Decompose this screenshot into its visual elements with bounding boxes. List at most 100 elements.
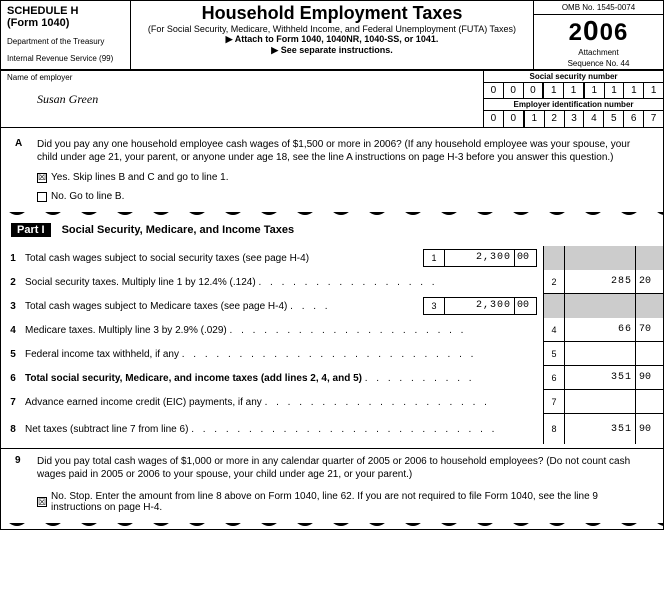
line-num: 8 [1, 424, 25, 435]
year-suffix: 06 [600, 19, 629, 46]
col-value: 66 [565, 318, 635, 342]
box-num: 1 [423, 249, 445, 267]
form-schedule-h: SCHEDULE H (Form 1040) Department of the… [0, 0, 664, 530]
question-9: 9 Did you pay total cash wages of $1,000… [1, 449, 663, 523]
line-num: 1 [1, 253, 25, 264]
ssn-boxes: 0 0 0 1 1 1 1 1 1 [484, 83, 663, 99]
line-2: 2 Social security taxes. Multiply line 1… [1, 270, 663, 294]
col-value: 351 [565, 366, 635, 390]
ein-digit: 7 [644, 111, 663, 127]
line-text: Total cash wages subject to Medicare tax… [25, 301, 423, 312]
inline-box: 3 2,300 00 [423, 297, 537, 315]
line-label: Federal income tax withheld, if any [25, 349, 179, 360]
box-num: 3 [423, 297, 445, 315]
checkbox-yes[interactable]: ☒ [37, 173, 47, 183]
ein-digit: 6 [624, 111, 644, 127]
header-center: Household Employment Taxes (For Social S… [131, 1, 533, 69]
line-num: 3 [1, 301, 25, 312]
col-cents: 90 [635, 414, 663, 444]
employer-name: Susan Green [7, 82, 477, 111]
right-col-blank [543, 246, 663, 270]
line-num: 5 [1, 349, 25, 360]
question-a-no-row: No. Go to line B. [37, 191, 649, 202]
line-text: Medicare taxes. Multiply line 3 by 2.9% … [25, 325, 543, 336]
line-1: 1 Total cash wages subject to social sec… [1, 246, 663, 270]
line-5: 5 Federal income tax withheld, if any . … [1, 342, 663, 366]
year-prefix: 2 [569, 19, 583, 46]
ein-label: Employer identification number [484, 99, 663, 111]
leader-dots: . . . . [290, 301, 330, 312]
part-title: Social Security, Medicare, and Income Ta… [62, 224, 295, 236]
ssn-digit: 1 [585, 83, 605, 98]
line-text: Total cash wages subject to social secur… [25, 253, 423, 264]
form-header: SCHEDULE H (Form 1040) Department of the… [1, 1, 663, 71]
col-num: 5 [543, 342, 565, 366]
ssn-digit: 0 [504, 83, 524, 98]
irs-label: Internal Revenue Service (99) [7, 54, 124, 63]
sequence-no: Sequence No. 44 [534, 58, 663, 69]
ssn-digit: 1 [544, 83, 564, 98]
year-big: 0 [583, 15, 600, 46]
no-9-text: No. Stop. Enter the amount from line 8 a… [51, 491, 649, 513]
ein-digit: 2 [545, 111, 565, 127]
right-col: 6 351 90 [543, 366, 663, 390]
leader-dots: . . . . . . . . . . . . . . . . . . . . [265, 397, 490, 408]
right-col-blank [543, 294, 663, 318]
header-left: SCHEDULE H (Form 1040) Department of the… [1, 1, 131, 69]
part-1-header: Part I Social Security, Medicare, and In… [1, 218, 663, 242]
col-num: 7 [543, 390, 565, 414]
right-col: 4 66 70 [543, 318, 663, 342]
wave-divider-bottom [1, 523, 663, 529]
ssn-digit: 0 [524, 83, 545, 98]
question-9-num: 9 [15, 455, 29, 481]
question-a-yes-row: ☒ Yes. Skip lines B and C and go to line… [37, 172, 649, 183]
box-cents: 00 [515, 297, 537, 315]
attach-instruction: ▶ Attach to Form 1040, 1040NR, 1040-SS, … [135, 34, 529, 45]
col-value: 285 [565, 270, 635, 294]
box-value: 2,300 [445, 297, 515, 315]
line-6: 6 Total social security, Medicare, and i… [1, 366, 663, 390]
line-4: 4 Medicare taxes. Multiply line 3 by 2.9… [1, 318, 663, 342]
ssn-label: Social security number [484, 71, 663, 83]
line-text: Social security taxes. Multiply line 1 b… [25, 277, 543, 288]
line-num: 2 [1, 277, 25, 288]
right-col: 7 [543, 390, 663, 414]
right-col: 8 351 90 [543, 414, 663, 444]
yes-label: Yes. Skip lines B and C and go to line 1… [51, 172, 229, 183]
box-value: 2,300 [445, 249, 515, 267]
ssn-digit: 1 [605, 83, 625, 98]
checkbox-no[interactable] [37, 192, 47, 202]
schedule-label: SCHEDULE H [7, 5, 124, 17]
line-label: Medicare taxes. Multiply line 3 by 2.9% … [25, 325, 227, 336]
checkbox-no-9[interactable]: ☒ [37, 497, 47, 507]
form-ref: (Form 1040) [7, 17, 124, 29]
line-num: 6 [1, 373, 25, 384]
employer-label: Name of employer [7, 73, 477, 82]
ein-boxes: 0 0 1 2 3 4 5 6 7 [484, 111, 663, 127]
line-label: Total social security, Medicare, and inc… [25, 373, 362, 384]
question-a-letter: A [15, 138, 29, 164]
header-right: OMB No. 1545-0074 2006 Attachment Sequen… [533, 1, 663, 69]
form-title: Household Employment Taxes [135, 3, 529, 24]
question-a: A Did you pay any one household employee… [1, 128, 663, 212]
ein-digit: 5 [604, 111, 624, 127]
dept-treasury: Department of the Treasury [7, 37, 124, 46]
col-num: 8 [543, 414, 565, 444]
tax-year: 2006 [534, 15, 663, 47]
leader-dots: . . . . . . . . . . . . . . . . . . . . … [182, 349, 477, 360]
question-a-text: Did you pay any one household employee c… [37, 138, 649, 164]
leader-dots: . . . . . . . . . . [365, 373, 475, 384]
col-value [565, 342, 635, 366]
col-num: 4 [543, 318, 565, 342]
part-tag: Part I [11, 223, 51, 237]
ein-digit: 0 [504, 111, 525, 127]
col-num: 6 [543, 366, 565, 390]
col-cents: 70 [635, 318, 663, 342]
box-cents: 00 [515, 249, 537, 267]
line-label: Advance earned income credit (EIC) payme… [25, 397, 262, 408]
form-subtitle: (For Social Security, Medicare, Withheld… [135, 24, 529, 34]
question-9-text: Did you pay total cash wages of $1,000 o… [37, 455, 649, 481]
no-label: No. Go to line B. [51, 191, 124, 202]
leader-dots: . . . . . . . . . . . . . . . . . . . . … [191, 424, 497, 435]
line-8: 8 Net taxes (subtract line 7 from line 6… [1, 414, 663, 444]
